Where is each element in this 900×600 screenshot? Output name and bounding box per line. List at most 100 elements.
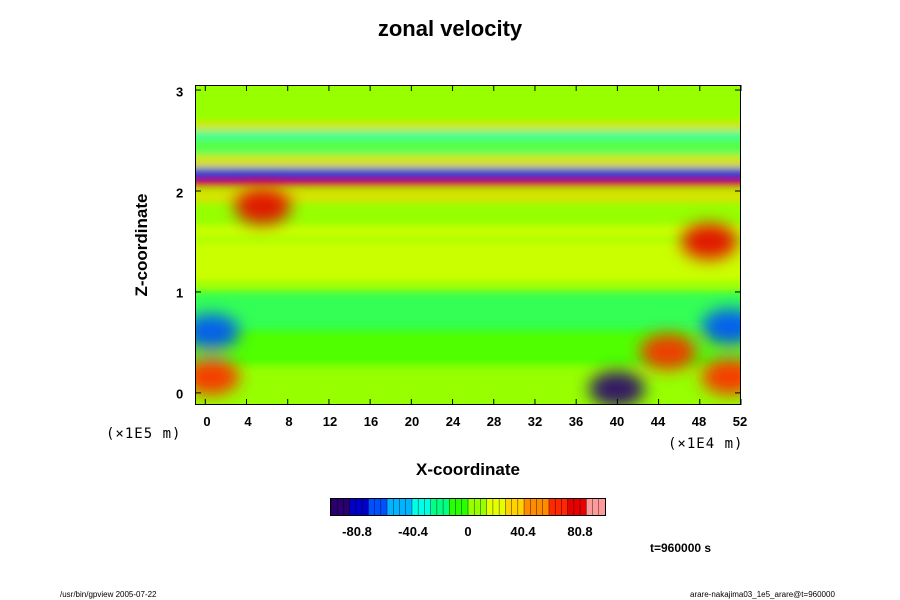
colorbar: [330, 498, 606, 516]
colorbar-swatch: [492, 499, 500, 515]
heatmap-band: [196, 190, 740, 203]
colorbar-swatch: [499, 499, 506, 515]
colorbar-swatch: [443, 499, 450, 515]
colorbar-swatch: [380, 499, 388, 515]
colorbar-swatch: [461, 499, 469, 515]
footer-left: /usr/bin/gpview 2005-07-22: [60, 590, 157, 599]
colorbar-swatch: [405, 499, 413, 515]
colorbar-swatch: [337, 499, 344, 515]
heatmap-band: [196, 130, 740, 143]
heatmap-band: [196, 155, 740, 168]
colorbar-swatch: [598, 499, 606, 515]
heatmap-bands: [196, 86, 740, 404]
y-tick-3: 3: [176, 84, 184, 100]
colorbar-tick-neg40: -40.4: [398, 524, 428, 539]
colorbar-swatch: [505, 499, 512, 515]
heatmap-feature: [681, 223, 738, 260]
x-tick-20: 20: [404, 414, 420, 429]
x-tick-28: 28: [486, 414, 502, 429]
colorbar-tick-40: 40.4: [510, 524, 536, 539]
x-tick-32: 32: [527, 414, 543, 429]
x-tick-0: 0: [203, 414, 211, 429]
footer-right-sub: 03_1e5_arare@t=960000: [743, 590, 835, 599]
x-tick-40: 40: [609, 414, 625, 429]
heatmap-feature: [196, 358, 240, 395]
colorbar-swatch: [368, 499, 375, 515]
colorbar-swatch: [548, 499, 556, 515]
heatmap-feature: [588, 370, 645, 404]
heatmap-band: [196, 225, 740, 238]
colorbar-swatch: [567, 499, 575, 515]
colorbar-swatch: [331, 499, 338, 515]
heatmap-band: [196, 172, 740, 180]
colorbar-swatch: [436, 499, 444, 515]
colorbar-swatch: [592, 499, 600, 515]
heatmap-svg: [196, 86, 740, 404]
colorbar-tick-neg80: -80.8: [342, 524, 372, 539]
colorbar-swatch: [542, 499, 550, 515]
y-tick-0: 0: [176, 386, 184, 402]
colorbar-swatch: [486, 499, 494, 515]
time-label: t=960000 s: [650, 541, 712, 555]
x-tick-36: 36: [568, 414, 584, 429]
colorbar-swatch: [555, 499, 562, 515]
x-scale-label: (×1E4 m): [668, 436, 744, 452]
heatmap-band: [196, 366, 740, 404]
colorbar-swatch: [349, 499, 357, 515]
footer-right-main: arare-nakajima: [690, 590, 744, 599]
x-axis-label: X-coordinate: [416, 460, 520, 479]
x-tick-16: 16: [363, 414, 379, 429]
heatmap-band: [196, 241, 740, 282]
colorbar-swatch: [530, 499, 537, 515]
colorbar-swatch: [411, 499, 419, 515]
chart-title: zonal velocity: [377, 16, 523, 41]
colorbar-swatch: [586, 499, 593, 515]
heatmap-band: [196, 167, 740, 175]
heatmap-band: [196, 291, 740, 332]
colorbar-swatch: [343, 499, 350, 515]
colorbar-swatch: [517, 499, 525, 515]
colorbar-tick-80: 80.8: [567, 524, 593, 539]
colorbar-swatch: [374, 499, 382, 515]
colorbar-swatch: [430, 499, 438, 515]
y-tick-2: 2: [176, 185, 184, 201]
colorbar-swatch: [449, 499, 456, 515]
colorbar-swatch: [580, 499, 587, 515]
x-tick-4: 4: [244, 414, 252, 429]
colorbar-swatch: [561, 499, 568, 515]
y-scale-label: (×1E5 m): [106, 426, 182, 442]
x-tick-48: 48: [691, 414, 707, 429]
heatmap-feature: [196, 313, 240, 350]
footer-right: arare-nakajima03_1e5_arare@t=960000: [690, 590, 835, 599]
colorbar-swatch: [393, 499, 400, 515]
colorbar-swatch: [362, 499, 369, 515]
colorbar-tick-0: 0: [464, 524, 472, 539]
colorbar-swatch: [387, 499, 394, 515]
x-tick-12: 12: [322, 414, 338, 429]
colorbar-swatch: [424, 499, 431, 515]
colorbar-swatch: [418, 499, 425, 515]
colorbar-swatches: [330, 499, 606, 515]
y-tick-1: 1: [176, 285, 184, 301]
colorbar-swatch: [468, 499, 475, 515]
colorbar-swatch: [455, 499, 463, 515]
x-tick-8: 8: [285, 414, 293, 429]
colorbar-swatch: [399, 499, 407, 515]
plot-area: [195, 85, 741, 405]
heatmap-band: [196, 145, 740, 158]
colorbar-swatch: [524, 499, 531, 515]
colorbar-swatch: [474, 499, 481, 515]
colorbar-swatch: [355, 499, 363, 515]
heatmap-feature: [234, 188, 291, 225]
colorbar-swatch: [511, 499, 519, 515]
x-tick-52: 52: [732, 414, 748, 429]
colorbar-swatch: [536, 499, 544, 515]
heatmap-feature: [640, 333, 697, 370]
heatmap-band: [196, 179, 740, 187]
x-tick-44: 44: [650, 414, 666, 429]
y-axis-label: Z-coordinate: [132, 193, 151, 297]
heatmap-features: [196, 188, 740, 404]
heatmap-feature: [701, 308, 740, 345]
heatmap-feature: [701, 358, 740, 395]
